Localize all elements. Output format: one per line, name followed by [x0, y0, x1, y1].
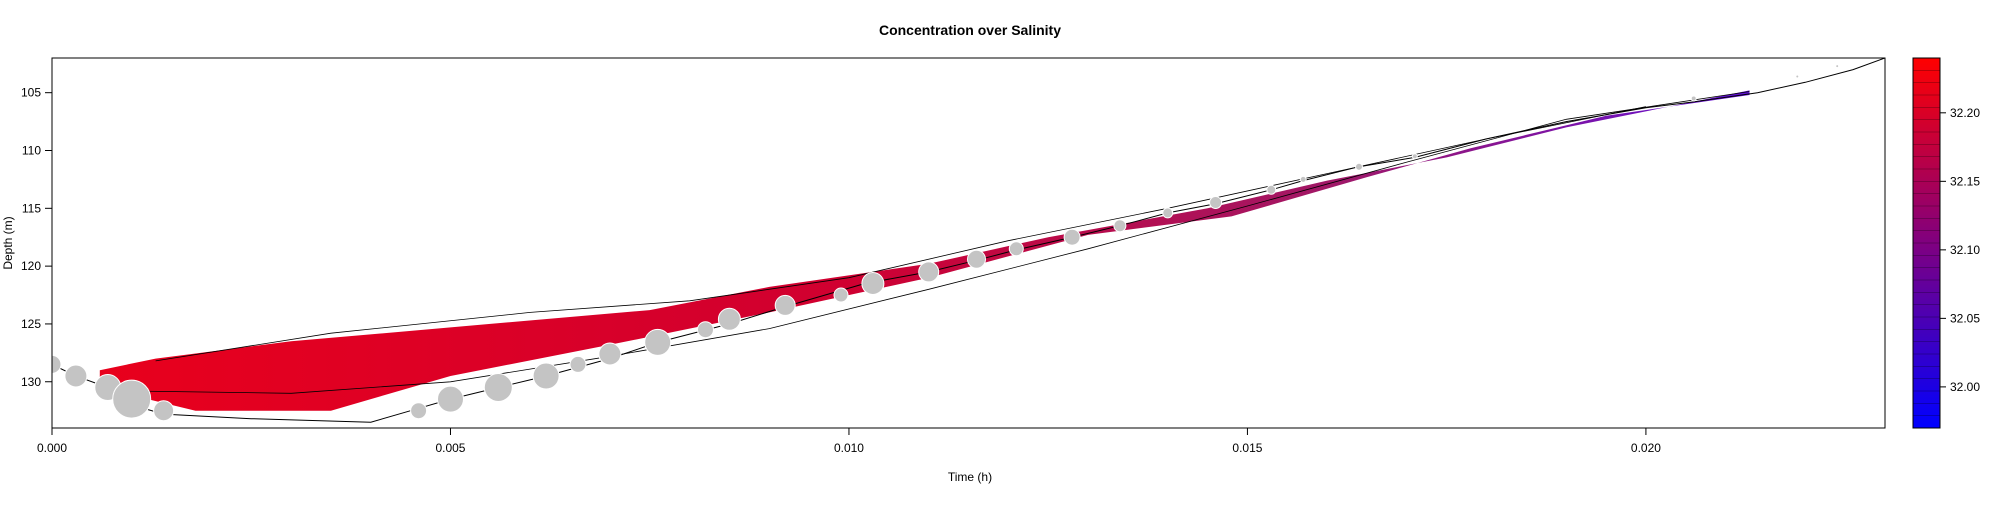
y-tick-label: 120 [21, 259, 41, 273]
x-tick-label: 0.010 [834, 441, 864, 455]
data-point [967, 249, 986, 269]
x-tick-label: 0.015 [1232, 441, 1262, 455]
colorbar-tick-label: 32.20 [1950, 106, 1980, 120]
data-point [697, 321, 714, 339]
data-point [1690, 95, 1697, 102]
colorbar: 32.00 32.05 32.10 32.15 32.20 [1912, 57, 1980, 429]
plot-frame [51, 57, 1886, 429]
data-point [918, 261, 940, 283]
data-point [1266, 184, 1277, 195]
y-axis: 105 110 115 120 125 130 [21, 86, 52, 389]
contour-line-upper [155, 106, 1646, 362]
x-tick-label: 0.005 [435, 441, 465, 455]
colorbar-tick-label: 32.05 [1950, 311, 1980, 325]
data-point [1162, 207, 1174, 219]
data-point [569, 355, 587, 373]
y-tick-label: 130 [21, 375, 41, 389]
concentration-band [99, 90, 1750, 411]
data-point [861, 272, 885, 295]
plot-layer [52, 58, 1885, 423]
colorbar-bands [1913, 70, 1940, 416]
data-point [532, 362, 560, 390]
data-point [64, 364, 88, 388]
y-tick-label: 105 [21, 86, 41, 100]
data-point [1795, 74, 1800, 79]
data-point [1209, 196, 1223, 209]
data-point [1355, 162, 1363, 171]
colorbar-tick-label: 32.10 [1950, 243, 1980, 257]
data-point [1835, 64, 1840, 69]
y-tick-label: 125 [21, 317, 41, 331]
data-point [1008, 241, 1024, 257]
x-tick-label: 0.000 [37, 441, 67, 455]
data-point [1411, 153, 1418, 160]
data-point [1299, 175, 1307, 183]
y-axis-label: Depth (m) [1, 216, 15, 269]
data-point [1063, 228, 1081, 246]
data-point [833, 287, 849, 303]
x-axis: 0.000 0.005 0.010 0.015 0.020 [37, 428, 1661, 455]
data-point [410, 402, 428, 420]
data-point [483, 373, 513, 402]
contour-line [131, 91, 1750, 394]
data-point [153, 400, 175, 422]
data-point [1113, 219, 1127, 233]
x-tick-label: 0.020 [1631, 441, 1661, 455]
y-tick-label: 110 [22, 144, 41, 158]
data-point [112, 379, 152, 419]
data-point [598, 342, 622, 366]
chart-title: Concentration over Salinity [879, 22, 1061, 38]
data-point [717, 307, 741, 331]
colorbar-tick-label: 32.00 [1950, 380, 1980, 394]
colorbar-tick-label: 32.15 [1950, 174, 1980, 188]
data-point [774, 294, 796, 316]
data-point [644, 328, 672, 356]
x-axis-label: Time (h) [948, 470, 992, 484]
data-point [52, 354, 62, 374]
data-point [437, 385, 464, 413]
colorbar-ticks: 32.00 32.05 32.10 32.15 32.20 [1940, 106, 1980, 394]
y-tick-label: 115 [22, 201, 41, 215]
